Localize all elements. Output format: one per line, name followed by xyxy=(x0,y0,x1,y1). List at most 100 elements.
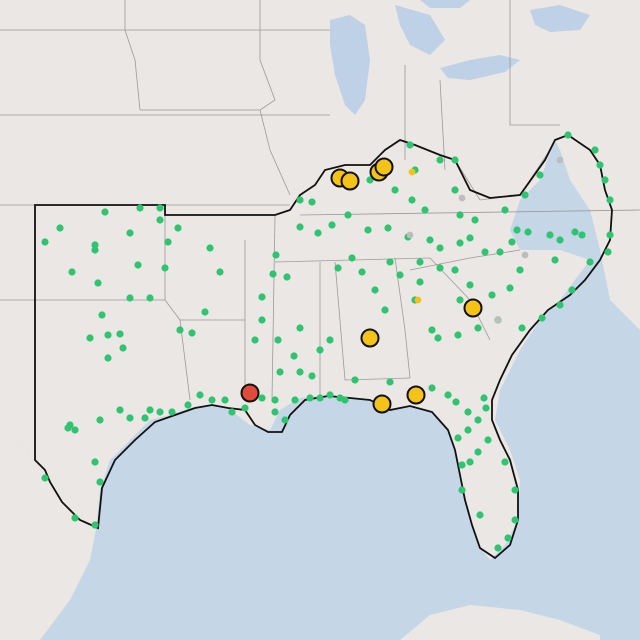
station-dot-normal[interactable] xyxy=(134,261,142,269)
station-dot-normal[interactable] xyxy=(91,246,99,254)
station-dot-normal[interactable] xyxy=(271,408,279,416)
station-dot-normal[interactable] xyxy=(421,206,429,214)
station-dot-normal[interactable] xyxy=(188,329,196,337)
station-dot-warning[interactable] xyxy=(414,296,422,304)
station-dot-normal[interactable] xyxy=(269,270,277,278)
station-dot-normal[interactable] xyxy=(156,408,164,416)
station-dot-normal[interactable] xyxy=(274,336,282,344)
station-dot-normal[interactable] xyxy=(334,264,342,272)
station-dot-normal[interactable] xyxy=(341,396,349,404)
station-dot-normal[interactable] xyxy=(384,224,392,232)
station-dot-normal[interactable] xyxy=(276,368,284,376)
station-dot-normal[interactable] xyxy=(291,396,299,404)
station-dot-normal[interactable] xyxy=(316,346,324,354)
station-dot-normal[interactable] xyxy=(216,268,224,276)
station-dot-normal[interactable] xyxy=(386,258,394,266)
station-dot-normal[interactable] xyxy=(524,228,532,236)
station-dot-normal[interactable] xyxy=(296,223,304,231)
station-dot-normal[interactable] xyxy=(601,176,609,184)
station-dot-normal[interactable] xyxy=(364,226,372,234)
station-dot-normal[interactable] xyxy=(208,396,216,404)
alert-marker-yellow[interactable] xyxy=(374,157,394,177)
station-dot-normal[interactable] xyxy=(451,186,459,194)
station-dot-normal[interactable] xyxy=(436,264,444,272)
station-dot-normal[interactable] xyxy=(308,372,316,380)
station-dot-normal[interactable] xyxy=(146,294,154,302)
station-dot-normal[interactable] xyxy=(568,286,576,294)
station-dot-no-data[interactable] xyxy=(458,194,466,202)
station-dot-normal[interactable] xyxy=(454,434,462,442)
station-dot-normal[interactable] xyxy=(101,208,109,216)
station-dot-normal[interactable] xyxy=(41,474,49,482)
station-dot-normal[interactable] xyxy=(221,396,229,404)
station-dot-normal[interactable] xyxy=(176,326,184,334)
station-dot-normal[interactable] xyxy=(482,404,490,412)
station-dot-normal[interactable] xyxy=(426,236,434,244)
station-dot-normal[interactable] xyxy=(348,254,356,262)
alert-markers[interactable] xyxy=(240,157,483,414)
station-dot-normal[interactable] xyxy=(604,248,612,256)
station-dot-normal[interactable] xyxy=(94,279,102,287)
station-dot-normal[interactable] xyxy=(91,458,99,466)
station-dot-normal[interactable] xyxy=(501,458,509,466)
station-dot-normal[interactable] xyxy=(471,216,479,224)
station-dot-normal[interactable] xyxy=(586,258,594,266)
station-dot-normal[interactable] xyxy=(456,296,464,304)
station-dot-normal[interactable] xyxy=(358,268,366,276)
station-dot-normal[interactable] xyxy=(258,316,266,324)
station-dot-no-data[interactable] xyxy=(556,156,564,164)
station-dot-normal[interactable] xyxy=(164,238,172,246)
station-dot-normal[interactable] xyxy=(436,156,444,164)
station-dot-normal[interactable] xyxy=(391,186,399,194)
station-dot-normal[interactable] xyxy=(458,461,466,469)
station-dot-normal[interactable] xyxy=(71,514,79,522)
station-dot-normal[interactable] xyxy=(146,406,154,414)
station-dot-normal[interactable] xyxy=(328,221,336,229)
station-dot-normal[interactable] xyxy=(506,284,514,292)
station-dot-normal[interactable] xyxy=(606,196,614,204)
station-dot-normal[interactable] xyxy=(408,196,416,204)
station-dot-normal[interactable] xyxy=(168,408,176,416)
station-dot-normal[interactable] xyxy=(119,344,127,352)
station-dot-normal[interactable] xyxy=(126,294,134,302)
station-dot-normal[interactable] xyxy=(184,401,192,409)
station-dot-normal[interactable] xyxy=(96,478,104,486)
station-dot-normal[interactable] xyxy=(174,224,182,232)
station-dot-normal[interactable] xyxy=(71,426,79,434)
station-dot-normal[interactable] xyxy=(484,436,492,444)
station-dot-normal[interactable] xyxy=(444,391,452,399)
station-dot-normal[interactable] xyxy=(56,224,64,232)
station-dot-normal[interactable] xyxy=(571,228,579,236)
station-dot-normal[interactable] xyxy=(91,521,99,529)
station-dot-normal[interactable] xyxy=(201,308,209,316)
station-dot-normal[interactable] xyxy=(64,424,72,432)
station-dot-normal[interactable] xyxy=(116,406,124,414)
station-dot-normal[interactable] xyxy=(306,394,314,402)
station-dot-normal[interactable] xyxy=(316,394,324,402)
alert-marker-yellow[interactable] xyxy=(340,171,360,191)
station-dot-normal[interactable] xyxy=(464,408,472,416)
station-dot-normal[interactable] xyxy=(476,511,484,519)
station-dot-normal[interactable] xyxy=(434,334,442,342)
station-dot-normal[interactable] xyxy=(308,198,316,206)
station-dot-normal[interactable] xyxy=(454,331,462,339)
station-dot-normal[interactable] xyxy=(344,211,352,219)
station-dot-normal[interactable] xyxy=(501,206,509,214)
station-dot-normal[interactable] xyxy=(296,196,304,204)
station-dot-normal[interactable] xyxy=(466,234,474,242)
station-dot-normal[interactable] xyxy=(416,278,424,286)
station-dot-normal[interactable] xyxy=(258,394,266,402)
station-dot-normal[interactable] xyxy=(371,286,379,294)
station-dot-normal[interactable] xyxy=(326,336,334,344)
station-dot-normal[interactable] xyxy=(456,239,464,247)
station-dot-normal[interactable] xyxy=(396,271,404,279)
station-dot-normal[interactable] xyxy=(258,293,266,301)
station-dot-normal[interactable] xyxy=(251,336,259,344)
station-dot-normal[interactable] xyxy=(91,241,99,249)
station-dot-normal[interactable] xyxy=(456,211,464,219)
station-dot-normal[interactable] xyxy=(518,324,526,332)
station-dot-normal[interactable] xyxy=(296,368,304,376)
station-dot-normal[interactable] xyxy=(283,273,291,281)
station-dot-normal[interactable] xyxy=(126,414,134,422)
station-dot-normal[interactable] xyxy=(551,256,559,264)
